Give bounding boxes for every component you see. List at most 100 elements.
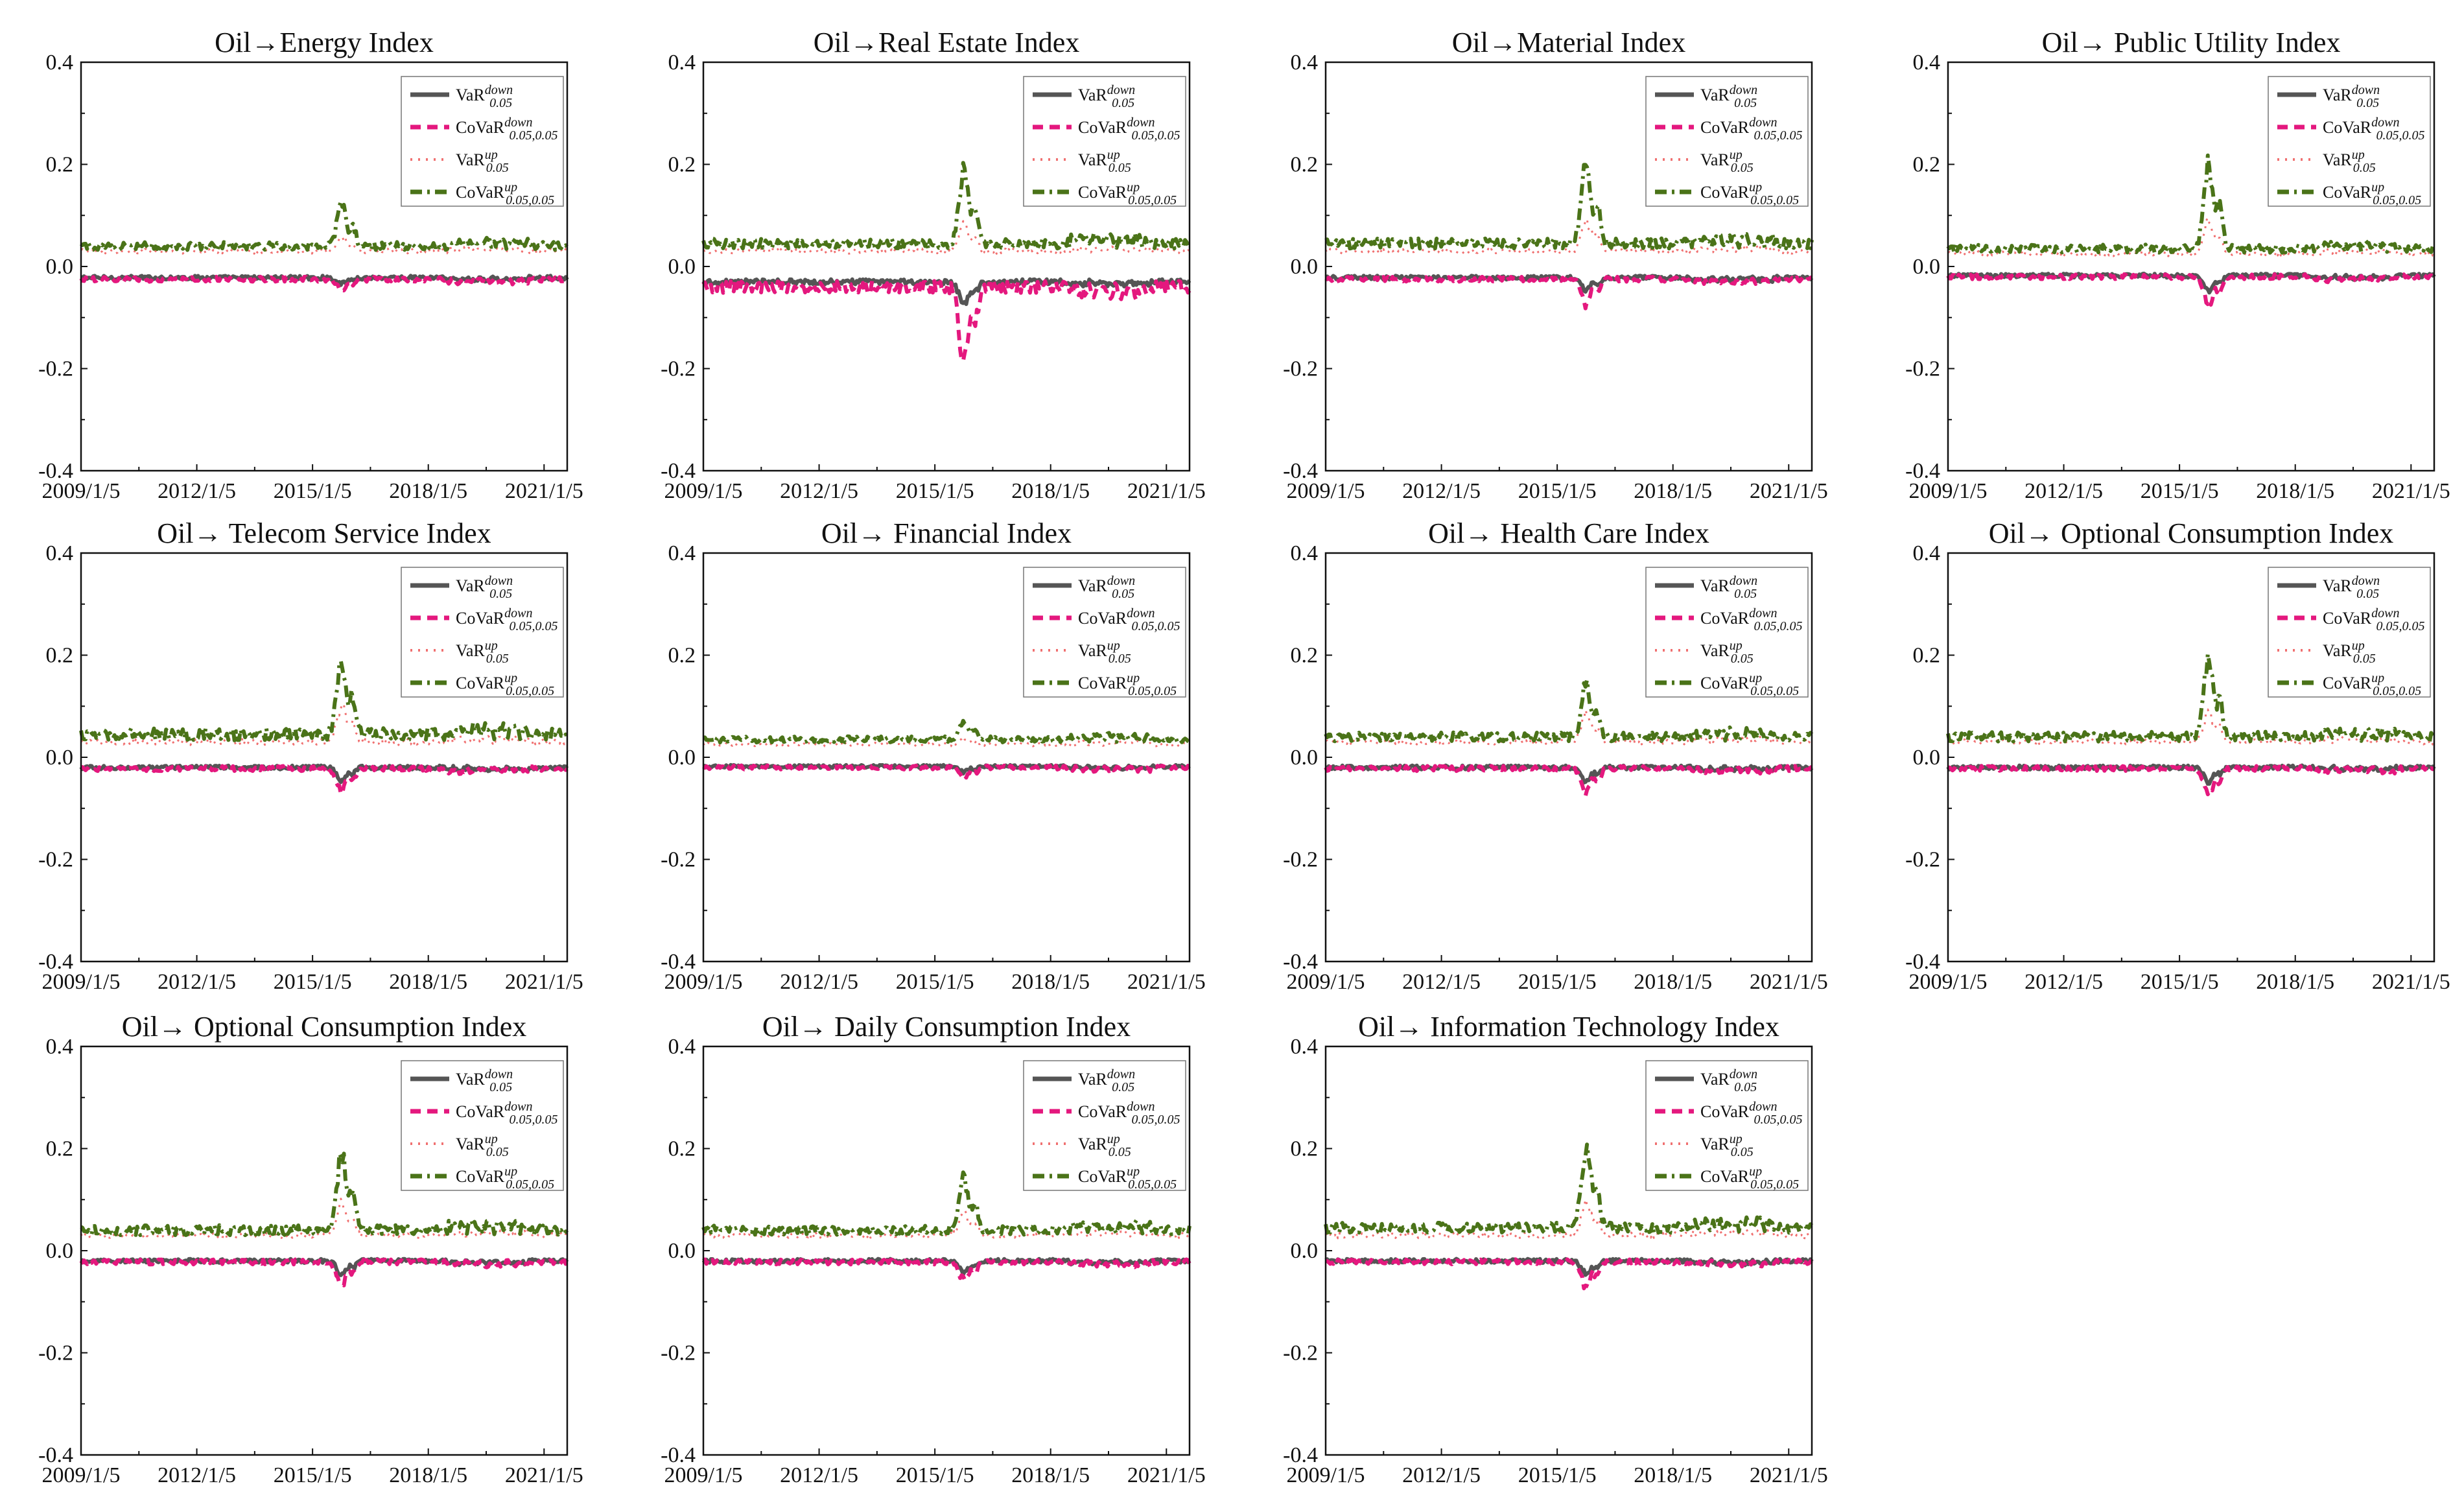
y-tick-label: -0.2 — [661, 848, 696, 872]
panel-title: Oil→ Optional Consumption Index — [122, 1011, 527, 1043]
legend: VaRdown 0.05 CoVaRdown 0.05,0.05 VaRup 0.05 Co… — [1645, 76, 1809, 207]
y-tick-label: 0.0 — [668, 1239, 696, 1263]
legend-label: CoVaRup 0.05,0.05 — [1078, 180, 1177, 207]
legend: VaRdown 0.05 CoVaRdown 0.05,0.05 VaRup 0.05 Co… — [401, 76, 564, 207]
x-tick-label: 2015/1/5 — [274, 970, 352, 994]
legend: VaRdown 0.05 CoVaRdown 0.05,0.05 VaRup 0.05 Co… — [1645, 1060, 1809, 1192]
legend-label: CoVaRdown 0.05,0.05 — [456, 1100, 557, 1127]
series-line-covar-up — [1324, 1142, 1813, 1235]
y-tick-label: 0.2 — [1291, 153, 1319, 177]
legend: VaRdown 0.05 CoVaRdown 0.05,0.05 VaRup 0.05 Co… — [401, 1060, 564, 1192]
x-tick-label: 2012/1/5 — [1402, 479, 1481, 503]
series-line-covar-down — [79, 274, 569, 294]
y-tick-label: 0.2 — [46, 153, 74, 177]
plot-frame — [1324, 61, 1813, 472]
legend-label: VaRup 0.05 — [2323, 639, 2376, 666]
x-tick-label: 2018/1/5 — [1634, 479, 1712, 503]
legend-label: CoVaRdown 0.05,0.05 — [1700, 1100, 1802, 1127]
panel: Oil→ Optional Consumption Index 0.4 0.2 0.0… — [1905, 517, 2450, 994]
panel-title: Oil→ Information Technology Index — [1358, 1011, 1779, 1043]
y-tick-label: 0.2 — [668, 153, 696, 177]
legend-label: VaRdown 0.05 — [1700, 83, 1757, 110]
y-tick-label: 0.4 — [1913, 541, 1941, 565]
legend-label: VaRup 0.05 — [456, 1132, 509, 1159]
y-tick-label: 0.4 — [668, 1035, 696, 1059]
series-line-covar-down — [1324, 764, 1813, 798]
legend-label: VaRdown 0.05 — [456, 574, 513, 601]
panel: Oil→ Health Care Index0.40.20.0-0.2-0.42… — [1283, 517, 1828, 994]
series-line-covar-up — [703, 718, 1191, 745]
x-tick-label: 2012/1/5 — [2024, 970, 2103, 994]
y-tick-label: -0.2 — [38, 848, 73, 872]
legend-label: VaRdown 0.05 — [2323, 83, 2380, 110]
y-tick-label: 0.0 — [46, 255, 74, 279]
plot-frame — [80, 61, 569, 472]
y-tick-label: 0.4 — [46, 1035, 74, 1059]
series-line-var-up — [1324, 1198, 1813, 1240]
series-line-covar-up — [80, 199, 569, 252]
x-tick-label: 2009/1/5 — [664, 1463, 743, 1487]
legend: VaRdown 0.05 CoVaRdown 0.05,0.05 VaRup 0.05 Co… — [2268, 76, 2431, 207]
x-tick-label: 2021/1/5 — [1127, 1463, 1206, 1487]
x-tick-label: 2012/1/5 — [1402, 1463, 1481, 1487]
legend-label: CoVaRup 0.05,0.05 — [1078, 1164, 1177, 1192]
y-tick-label: -0.4 — [661, 950, 696, 974]
panel: Oil→Material Index 0.4 0.2 0.0 -0.2 -0.42009/… — [1283, 27, 1828, 503]
series-line-covar-up — [1946, 652, 2436, 744]
series-line-covar-up — [1324, 678, 1814, 744]
panel: Oil→Real Estate Index0.40.20.0-0.2-0.420… — [661, 27, 1206, 503]
series-line-covar-up — [79, 659, 569, 742]
x-tick-label: 2018/1/5 — [1011, 1463, 1090, 1487]
x-tick-label: 2018/1/5 — [1011, 970, 1090, 994]
plot-frame — [1324, 552, 1813, 963]
y-tick-label: -0.2 — [661, 1341, 696, 1365]
series-line-covar-up — [701, 161, 1191, 251]
y-tick-label: 0.4 — [46, 541, 74, 565]
legend-label: VaRup 0.05 — [1700, 639, 1754, 666]
legend-label: VaRup 0.05 — [456, 148, 509, 175]
panel-title: Oil→Real Estate Index — [814, 27, 1080, 58]
series-line-covar-down — [701, 279, 1191, 363]
x-tick-label: 2018/1/5 — [1011, 479, 1090, 503]
x-tick-label: 2021/1/5 — [505, 970, 583, 994]
plot-frame — [702, 61, 1191, 472]
y-tick-label: -0.2 — [1283, 1341, 1318, 1365]
legend-box — [1023, 1060, 1186, 1191]
y-tick-label: 0.4 — [1913, 51, 1941, 75]
y-tick-label: 0.0 — [1913, 746, 1941, 770]
panel-title: Oil→Energy Index — [215, 27, 434, 58]
x-tick-label: 2021/1/5 — [2372, 479, 2450, 503]
y-tick-label: 0.2 — [1291, 1137, 1319, 1161]
x-tick-label: 2018/1/5 — [389, 970, 467, 994]
legend-label: CoVaRdown 0.05,0.05 — [1078, 115, 1180, 143]
x-tick-label: 2012/1/5 — [780, 479, 858, 503]
legend-box — [2268, 76, 2431, 207]
x-tick-label: 2018/1/5 — [1634, 1463, 1712, 1487]
y-tick-label: 0.2 — [668, 1137, 696, 1161]
panel: Oil→ Optional Consumption Index 0.4 0.2 0.0… — [38, 1011, 583, 1487]
x-tick-label: 2012/1/5 — [2024, 479, 2103, 503]
plot-frame — [1947, 552, 2435, 963]
legend-box — [2268, 567, 2431, 698]
x-tick-label: 2009/1/5 — [42, 1463, 121, 1487]
x-tick-label: 2015/1/5 — [2141, 479, 2219, 503]
legend-label: CoVaRdown 0.05,0.05 — [2323, 115, 2424, 143]
legend-label: CoVaRdown 0.05,0.05 — [2323, 606, 2424, 633]
legend-label: VaRup 0.05 — [1700, 1132, 1754, 1159]
x-tick-label: 2009/1/5 — [664, 970, 743, 994]
legend-label: VaRup 0.05 — [2323, 148, 2376, 175]
y-tick-label: 0.4 — [1291, 51, 1319, 75]
series-line-covar-down — [1947, 764, 2435, 797]
legend-label: VaRup 0.05 — [456, 639, 509, 666]
legend: VaRdown 0.05 CoVaRdown 0.05,0.05 VaRup 0.05 Co… — [2268, 567, 2431, 698]
x-tick-label: 2012/1/5 — [1402, 970, 1481, 994]
plot-frame — [80, 552, 569, 963]
panel: Oil→ Information Technology Index 0.4 0.2 0… — [1283, 1011, 1828, 1487]
x-tick-label: 2021/1/5 — [1127, 479, 1206, 503]
legend-label: VaRup 0.05 — [1078, 148, 1131, 175]
x-tick-label: 2015/1/5 — [274, 1463, 352, 1487]
series-line-covar-down — [80, 764, 569, 796]
x-tick-label: 2009/1/5 — [1287, 1463, 1365, 1487]
x-tick-label: 2018/1/5 — [389, 479, 467, 503]
x-tick-label: 2021/1/5 — [1750, 970, 1828, 994]
